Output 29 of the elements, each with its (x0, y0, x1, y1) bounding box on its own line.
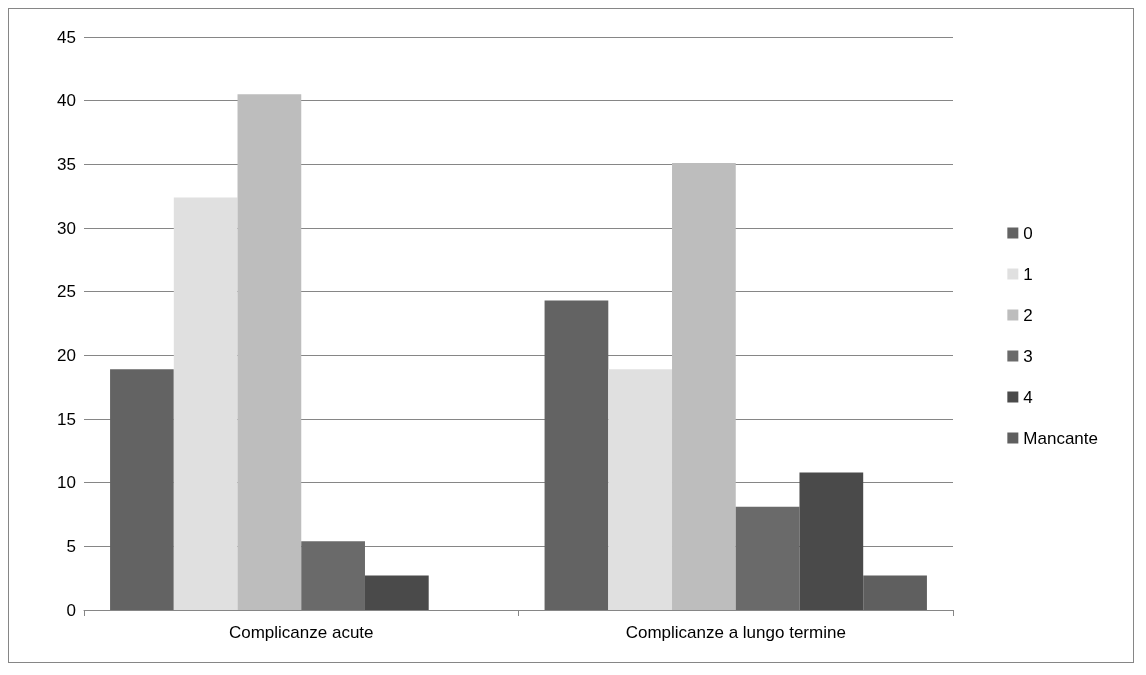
bar (735, 506, 800, 610)
y-tick-label: 45 (57, 27, 76, 47)
y-tick-label: 35 (57, 154, 76, 174)
bar (237, 94, 302, 610)
x-tick-label: Complicanze acute (228, 623, 374, 642)
y-tick-label: 25 (57, 282, 76, 302)
legend-label: 0 (1023, 223, 1033, 243)
legend-label: 3 (1023, 346, 1033, 366)
bar (672, 163, 736, 610)
bar (608, 369, 673, 610)
bar (173, 197, 238, 610)
bar (364, 575, 429, 610)
y-tick-label: 15 (57, 409, 76, 429)
legend-label: Mancante (1023, 428, 1099, 448)
y-tick-label: 10 (57, 473, 76, 493)
bar (799, 472, 864, 610)
x-tick-label: Complicanze a lungo termine (625, 623, 846, 642)
legend-label: 2 (1023, 305, 1033, 325)
y-tick-label: 20 (57, 345, 76, 365)
bar (544, 300, 609, 610)
y-tick-label: 40 (57, 91, 76, 111)
y-tick-label: 5 (66, 536, 76, 556)
y-tick-label: 0 (66, 600, 76, 620)
legend-label: 4 (1023, 387, 1033, 407)
bar (301, 541, 365, 610)
y-tick-label: 30 (57, 218, 76, 238)
bar (110, 369, 174, 610)
legend-label: 1 (1023, 264, 1033, 284)
bar (863, 575, 927, 610)
